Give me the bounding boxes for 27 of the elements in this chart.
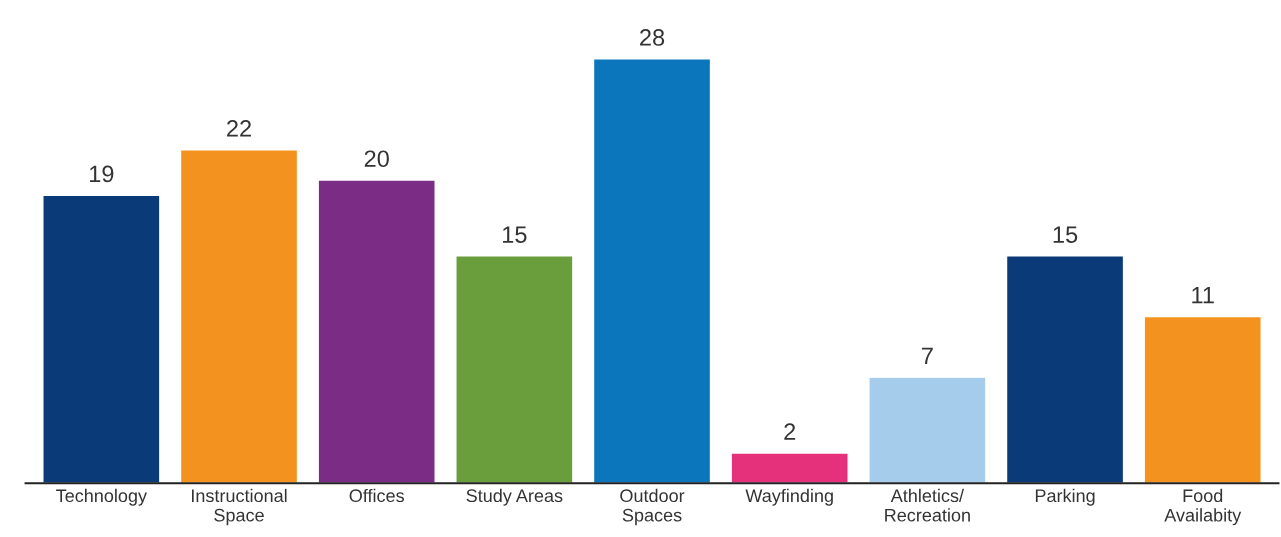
data-label: 15 [503,226,527,243]
data-label: 2 [784,423,796,440]
x-tick-label: Parking [1035,488,1095,506]
bar [1005,255,1125,484]
bar [179,149,299,484]
data-label: 15 [1053,226,1078,243]
x-tick-label: Wayfinding [745,488,833,506]
x-tick-label: Study Areas [466,488,563,506]
bar [42,194,161,484]
bar [730,452,849,484]
data-label: 19 [90,165,114,183]
data-label: 28 [640,29,665,46]
x-tick-label: Athletics/ Recreation [885,488,970,522]
data-label: 20 [364,150,389,168]
x-tick-label: Food Availabity [1164,488,1242,526]
data-label: 22 [227,120,251,137]
bar [1143,315,1262,484]
bar [317,179,436,484]
bar [868,376,987,484]
x-tick-label: Technology [56,488,147,506]
data-label: 11 [1192,287,1214,304]
bar [455,255,574,484]
x-tick-label: Outdoor Spaces [620,488,685,526]
x-tick-label: Offices [349,488,404,503]
data-label: 7 [922,347,933,364]
x-tick-label: Instructional Space [192,488,287,526]
bar [592,58,712,484]
